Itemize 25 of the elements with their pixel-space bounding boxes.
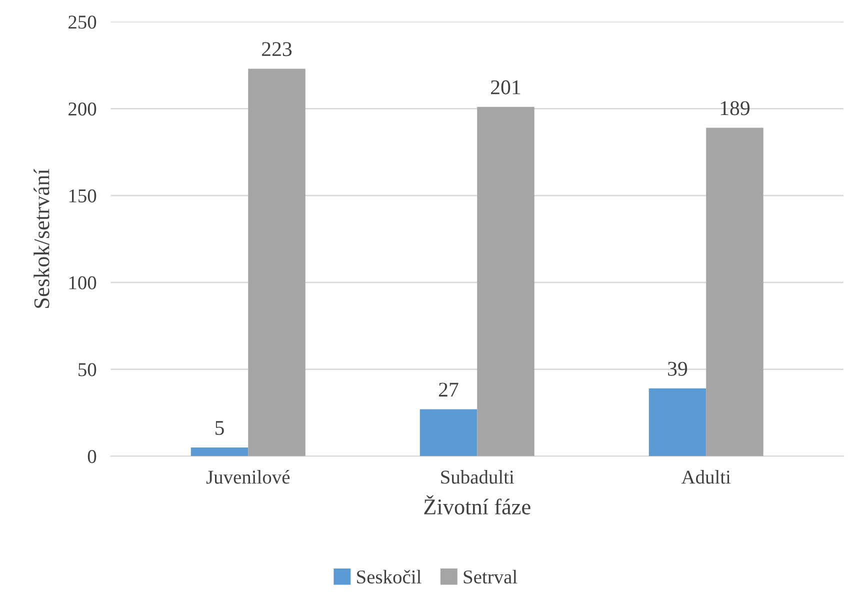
legend-label: Setrval	[464, 570, 518, 584]
bar	[648, 388, 706, 456]
bar	[477, 106, 534, 456]
y-tick-label: 0	[88, 450, 96, 464]
x-tick-label: Juvenilové	[206, 470, 290, 484]
x-tick-label: Adulti	[681, 470, 731, 484]
data-label: 201	[491, 80, 520, 94]
bar	[420, 409, 478, 456]
y-axis-title: Seskok/setrvání	[34, 168, 50, 308]
bar	[706, 128, 764, 456]
data-label: 27	[438, 382, 458, 396]
y-tick-label: 50	[78, 363, 96, 376]
data-label: 189	[720, 101, 750, 116]
data-label: 39	[668, 362, 688, 376]
x-axis-title: Životní fáze	[424, 495, 530, 514]
legend-label: Seskočil	[357, 570, 422, 584]
y-tick-label: 250	[68, 16, 96, 29]
data-label: 5	[216, 421, 224, 435]
data-label: 223	[262, 42, 292, 56]
bar	[248, 68, 306, 456]
y-tick-label: 200	[68, 102, 96, 116]
bar	[190, 447, 248, 456]
y-tick-label: 150	[69, 189, 96, 202]
y-tick-label: 100	[69, 276, 96, 290]
x-tick-label: Subadulti	[441, 470, 514, 484]
